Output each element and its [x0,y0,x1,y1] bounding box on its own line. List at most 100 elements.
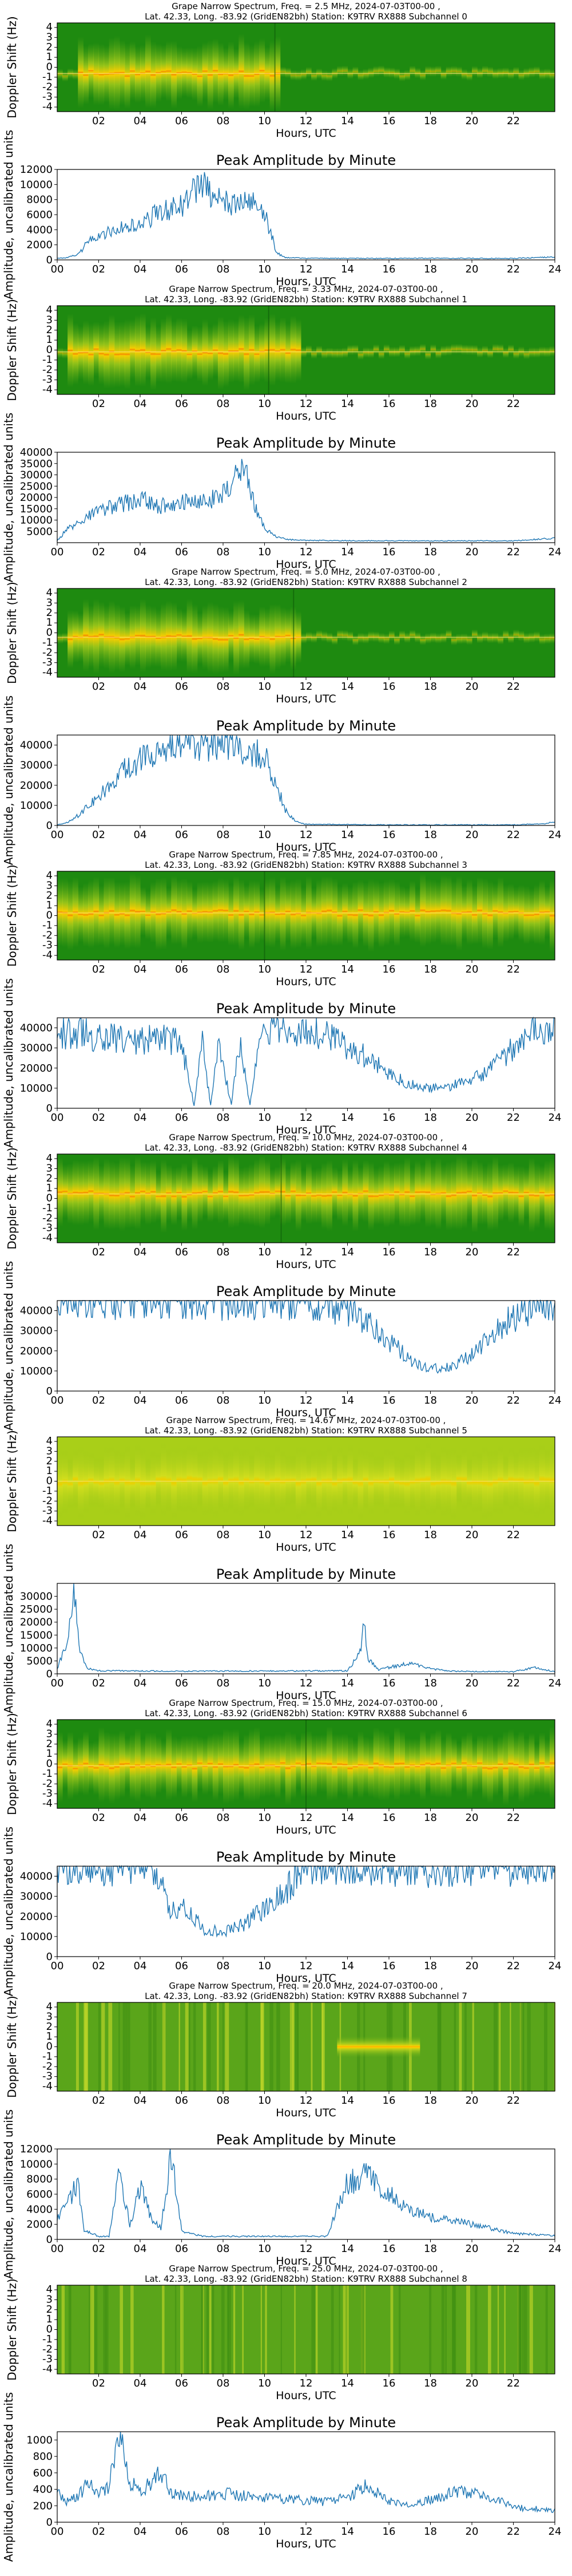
spectrogram-band [342,65,348,77]
spectrogram-band [337,1733,343,1795]
spectrogram-xtick-label: 10 [258,1246,271,1258]
spectrogram-band [311,70,317,81]
spectrogram-xlabel: Hours, UTC [276,1258,336,1271]
spectrogram-band [420,634,426,646]
spectrogram-ytick-label: -3 [42,1788,53,1800]
spectrogram-subtitle: Lat. 42.33, Long. -83.92 (GridEN82bh) St… [145,1425,467,1436]
amplitude-xtick-label: 24 [549,1394,562,1406]
spectrogram-ytick-label: 4 [46,1152,53,1164]
spectrogram-band [217,1448,224,1511]
spectrogram-band [171,875,177,945]
spectrogram-band [373,1167,379,1226]
amplitude-frame [57,2431,555,2523]
amplitude-xtick-label: 18 [424,546,437,558]
spectrogram-band [321,631,327,642]
spectrogram-band [482,1165,488,1225]
amplitude-frame [57,1300,555,1392]
spectrogram-ytick-label: -2 [42,646,53,658]
spectrogram-band [451,634,457,646]
spectrogram-band [487,1161,493,1231]
spectrogram-band [176,1737,182,1791]
spectrogram-band [197,1736,203,1790]
spectrogram-xtick-label: 16 [383,115,396,127]
spectrogram-band [129,1457,136,1509]
spectrogram-title: Grape Narrow Spectrum, Freq. = 14.67 MHz… [166,1415,446,1425]
spectrogram-band [513,886,519,937]
spectrogram-band [549,1726,555,1800]
spectrogram-band [83,1160,89,1225]
spectrogram-band [482,878,488,949]
spectrogram-ytick-label: 3 [46,314,53,326]
spectrogram-band [134,315,141,387]
spectrogram-band [114,1449,120,1516]
amplitude-xtick-label: 04 [134,1960,147,1972]
spectrogram-xtick-label: 16 [383,398,396,410]
spectrogram-band [420,1729,426,1801]
amplitude-xtick-label: 16 [383,1677,396,1689]
spectrogram-band [166,1448,172,1512]
spectrogram-ytick-label: -4 [42,1797,53,1809]
amplitude-xtick-label: 18 [424,1394,437,1406]
spectrogram-ytick-label: 0 [46,1475,53,1487]
spectrogram-stripe [292,2002,295,2091]
amplitude-series [57,172,555,259]
spectrogram-band [498,343,503,355]
spectrogram-stripe [523,2285,527,2374]
spectrogram-band [217,1160,224,1223]
spectrogram-band [295,70,301,81]
amplitude-xtick-label: 02 [92,1394,105,1406]
spectrogram-band [83,320,89,385]
spectrogram-xtick-label: 04 [134,1246,147,1258]
spectrogram-band [140,599,146,673]
spectrogram-stripe [260,2285,262,2374]
spectrogram-stripe [233,2285,236,2374]
amplitude-series [57,1016,555,1106]
amplitude-ytick-label: 10000 [20,2158,53,2170]
spectrogram-band [415,1738,420,1795]
spectrogram-ylabel: Doppler Shift (Hz) [5,582,19,683]
amplitude-xtick-label: 10 [258,1112,271,1124]
spectrogram-ytick-label: 2 [46,324,53,336]
spectrogram-stripe [295,2002,299,2091]
amplitude-xtick-label: 08 [217,1394,230,1406]
amplitude-series [57,1299,555,1374]
amplitude-xtick-label: 24 [549,1112,562,1124]
spectrogram-band [171,1446,177,1520]
spectrogram-xtick-label: 04 [134,963,147,975]
spectrogram-band [337,1170,343,1221]
spectrogram-band [161,318,166,383]
amplitude-xtick-label: 12 [300,1960,313,1972]
spectrogram-ytick-label: -2 [42,81,53,93]
spectrogram-band [233,320,239,382]
spectrogram-band [477,68,483,78]
spectrogram-band [389,1449,395,1510]
spectrogram-band [435,1454,442,1511]
spectrogram-title: Grape Narrow Spectrum, Freq. = 2.5 MHz, … [172,1,440,11]
spectrogram-ytick-label: 2 [46,890,53,902]
spectrogram-title: Grape Narrow Spectrum, Freq. = 15.0 MHz,… [169,1698,443,1708]
spectrogram-band [62,348,68,359]
spectrogram-xtick-label: 16 [383,1529,396,1541]
spectrogram-band [254,41,260,108]
spectrogram-ytick-label: 2 [46,41,53,53]
spectrogram-band [98,44,105,106]
spectrogram-band [254,1159,260,1227]
spectrogram-stripe [527,2002,531,2091]
spectrogram-ytick-label: -2 [42,1495,53,1507]
spectrogram-xtick-label: 20 [466,1529,479,1541]
spectrogram-band [529,1157,535,1233]
spectrogram-stripe [545,2285,548,2374]
amplitude-title: Peak Amplitude by Minute [216,152,396,168]
spectrogram-xtick-label: 16 [383,1812,396,1824]
spectrogram-ytick-label: -2 [42,929,53,941]
spectrogram-subtitle: Lat. 42.33, Long. -83.92 (GridEN82bh) St… [145,294,467,305]
spectrogram-band [275,603,281,670]
spectrogram-xtick-label: 12 [300,963,313,975]
amplitude-ytick-label: 800 [33,2451,53,2463]
spectrogram-xtick-label: 14 [341,398,354,410]
amplitude-xlabel: Hours, UTC [276,558,336,571]
spectrogram-stripe [206,2285,210,2374]
spectrogram-band [233,600,239,675]
spectrogram-band [57,347,63,358]
spectrogram-stripe [130,2285,134,2374]
